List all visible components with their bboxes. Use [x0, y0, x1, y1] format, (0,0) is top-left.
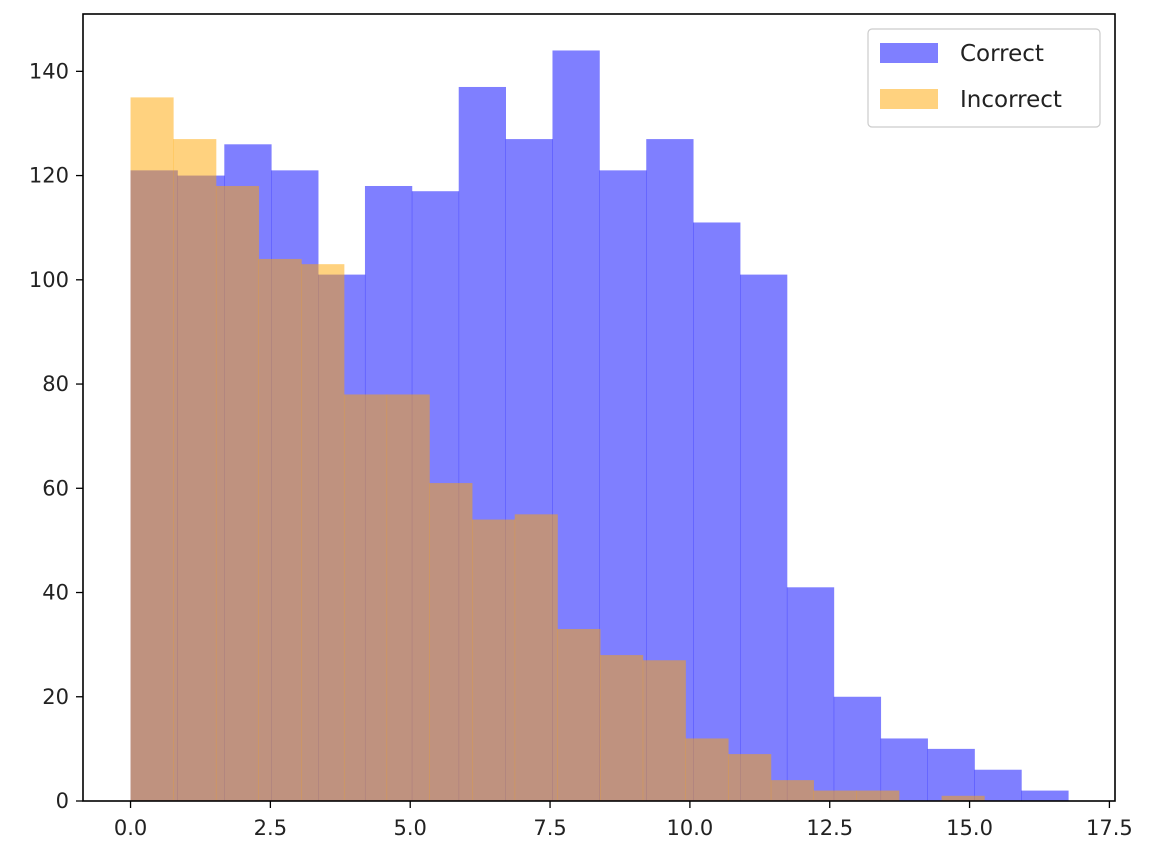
bar-incorrect-17 — [856, 790, 900, 801]
bar-incorrect-2 — [215, 185, 259, 802]
x-tick-label-4: 10.0 — [667, 816, 714, 840]
y-tick-label-2: 40 — [42, 581, 69, 605]
bar-incorrect-9 — [514, 514, 558, 801]
bar-correct-16 — [880, 738, 928, 801]
legend-label-incorrect: Incorrect — [960, 87, 1062, 113]
bar-incorrect-15 — [770, 780, 814, 801]
bar-incorrect-0 — [130, 97, 174, 801]
bar-incorrect-13 — [685, 738, 729, 801]
x-tick-label-3: 7.5 — [533, 816, 566, 840]
x-tick-label-2: 5.0 — [394, 816, 427, 840]
y-tick-label-4: 80 — [42, 372, 69, 396]
bar-correct-15 — [833, 696, 882, 801]
bar-correct-19 — [1021, 790, 1069, 801]
bar-correct-12 — [693, 222, 741, 802]
y-tick-label-1: 20 — [42, 685, 69, 709]
bar-incorrect-10 — [557, 629, 601, 801]
bar-incorrect-3 — [258, 258, 302, 802]
legend-swatch-correct — [880, 43, 938, 63]
bar-incorrect-19 — [941, 795, 985, 801]
ticks-layer: 0.0 2.5 5.0 7.5 10.0 12.5 15.0 17.5 0 20 40 60 80 100… — [29, 59, 1133, 840]
x-tick-label-7: 17.5 — [1086, 816, 1133, 840]
legend-swatch-incorrect — [880, 89, 938, 109]
y-tick-label-6: 120 — [29, 164, 69, 188]
x-tick-label-0: 0.0 — [114, 816, 147, 840]
bar-correct-18 — [974, 769, 1022, 801]
plot-frame — [82, 13, 1116, 802]
bar-incorrect-1 — [173, 139, 217, 802]
bar-incorrect-14 — [728, 754, 772, 801]
bar-incorrect-16 — [813, 790, 857, 801]
bar-incorrect-6 — [386, 394, 430, 801]
y-tick-label-7: 140 — [29, 59, 69, 83]
legend-label-correct: Correct — [960, 41, 1044, 67]
x-tick-label-1: 2.5 — [254, 816, 287, 840]
bar-incorrect-4 — [301, 264, 345, 801]
y-tick-label-0: 0 — [56, 789, 69, 813]
bar-incorrect-7 — [429, 483, 473, 801]
x-tick-label-5: 12.5 — [806, 816, 853, 840]
bars-layer — [130, 50, 1069, 802]
bar-correct-13 — [740, 274, 788, 802]
bar-incorrect-8 — [472, 519, 516, 801]
y-tick-label-5: 100 — [29, 268, 69, 292]
bar-incorrect-12 — [642, 660, 686, 801]
x-tick-label-6: 15.0 — [946, 816, 993, 840]
y-tick-label-3: 60 — [42, 476, 69, 500]
bar-incorrect-5 — [343, 394, 388, 801]
legend: Correct Incorrect — [867, 28, 1101, 128]
bar-incorrect-11 — [600, 655, 644, 801]
bar-correct-17 — [927, 748, 975, 801]
bar-correct-14 — [786, 587, 835, 801]
